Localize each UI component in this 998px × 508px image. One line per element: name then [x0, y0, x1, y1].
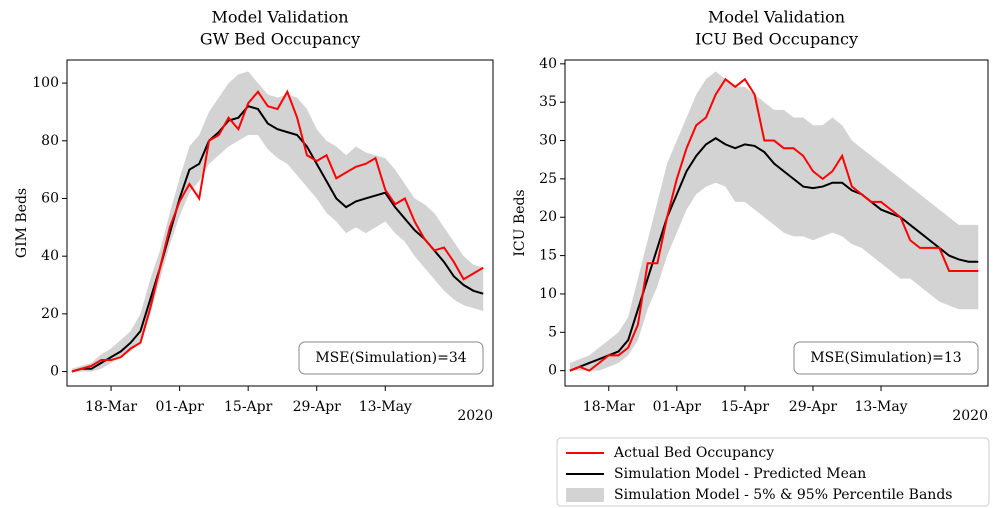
y-tick-label: 20: [539, 209, 557, 225]
x-tick-label: 13-May: [854, 399, 907, 415]
y-tick-label: 5: [548, 324, 557, 340]
x-tick-label: 15-Apr: [224, 399, 273, 415]
annotation-box: [793, 341, 979, 375]
x-tick-label: 01-Apr: [653, 399, 702, 415]
chart-title: ICU Bed Occupancy: [695, 30, 858, 49]
percentile-band: [71, 71, 484, 372]
legend-box: [556, 437, 990, 507]
legend-label: Simulation Model - 5% & 95% Percentile B…: [614, 487, 952, 503]
series-line: [71, 89, 484, 373]
y-tick-label: 10: [539, 286, 557, 302]
y-tick-label: 40: [41, 248, 59, 264]
x-tick-label: 18-Mar: [85, 399, 137, 415]
x-tick-label: 01-Apr: [155, 399, 204, 415]
x-offset-label: 2020: [457, 408, 493, 424]
y-tick-label: 15: [539, 248, 557, 264]
y-tick-label: 25: [539, 171, 557, 187]
y-tick-label: 30: [539, 133, 557, 149]
annotation-box: [298, 341, 484, 375]
y-axis-label: ICU Beds: [512, 189, 528, 256]
x-tick-label: 29-Apr: [789, 399, 838, 415]
y-axis-label: GIM Beds: [14, 188, 30, 258]
y-tick-label: 35: [539, 94, 557, 110]
legend-label: Simulation Model - Predicted Mean: [614, 466, 866, 482]
annotation: MSE(Simulation)=13: [810, 350, 961, 366]
y-tick-label: 40: [539, 56, 557, 72]
y-tick-label: 80: [41, 133, 59, 149]
annotation: MSE(Simulation)=34: [315, 350, 466, 366]
series-line: [569, 137, 979, 372]
x-tick-label: 13-May: [359, 399, 412, 415]
y-tick-label: 0: [548, 363, 557, 379]
plot-frame: [564, 59, 989, 387]
percentile-band: [569, 71, 979, 371]
chart-title: Model Validation: [708, 8, 845, 27]
series-line: [569, 77, 979, 372]
y-tick-label: 60: [41, 190, 59, 206]
x-tick-label: 18-Mar: [583, 399, 635, 415]
chart-title: GW Bed Occupancy: [200, 30, 360, 49]
chart-title: Model Validation: [211, 8, 348, 27]
y-tick-label: 20: [41, 306, 59, 322]
y-tick-label: 0: [50, 364, 59, 380]
x-tick-label: 29-Apr: [293, 399, 342, 415]
y-tick-label: 100: [32, 75, 59, 91]
plot-frame: [66, 59, 494, 387]
x-tick-label: 15-Apr: [721, 399, 770, 415]
series-line: [71, 105, 484, 373]
x-offset-label: 2020: [952, 408, 988, 424]
legend-label: Actual Bed Occupancy: [613, 445, 774, 461]
legend-swatch: [566, 488, 604, 502]
